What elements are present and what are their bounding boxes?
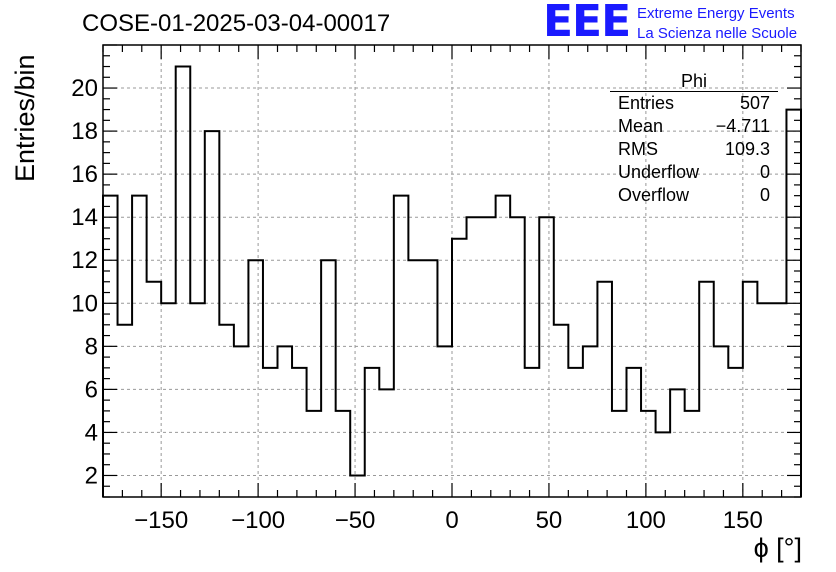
histogram-bin [568, 368, 583, 497]
stats-label: Entries [618, 93, 675, 113]
histogram-bin [714, 346, 729, 497]
stats-label: Mean [618, 116, 664, 136]
x-tick-label: 50 [536, 507, 563, 534]
histogram-bin [147, 282, 162, 497]
histogram-bin [190, 303, 205, 497]
y-tick-label: 16 [71, 161, 98, 188]
y-tick-label: 10 [71, 290, 98, 317]
y-tick-label: 4 [85, 419, 98, 446]
histogram-bin [307, 411, 322, 497]
histogram-bin [743, 282, 758, 497]
histogram-bin [496, 196, 511, 497]
histogram-bin [641, 411, 656, 497]
stats-row-rms: RMS 109.3 [610, 138, 778, 161]
histogram-bin [336, 411, 351, 497]
y-tick-label: 6 [85, 376, 98, 403]
stats-row-overflow: Overflow 0 [610, 184, 778, 207]
histogram-bin [132, 196, 147, 497]
stats-label: RMS [618, 139, 658, 159]
histogram-bin [248, 260, 263, 497]
histogram-bin [627, 368, 642, 497]
histogram-line [102, 65, 802, 497]
x-tick-label: −50 [335, 507, 376, 534]
histogram-bin [292, 368, 307, 497]
x-tick-label: −150 [134, 507, 188, 534]
histogram-bin [772, 303, 787, 497]
y-tick-label: 2 [85, 462, 98, 489]
histogram-bin [510, 217, 525, 497]
x-tick-label: 0 [445, 507, 458, 534]
histogram-bin [219, 325, 234, 497]
stats-value: 0 [759, 162, 770, 182]
chart-title: COSE-01-2025-03-04-00017 [82, 10, 391, 37]
stats-title: Phi [610, 72, 778, 92]
y-tick-label: 8 [85, 333, 98, 360]
histogram-bin [612, 411, 627, 497]
histogram-bin [699, 282, 714, 497]
histogram-bin [583, 346, 598, 497]
stats-value: 0 [759, 185, 770, 205]
stats-label: Overflow [618, 185, 690, 205]
y-tick-label: 14 [71, 204, 98, 231]
stats-box: Phi Entries 507 Mean −4.711 RMS 109.3 Under… [610, 72, 778, 207]
histogram-bin [467, 217, 482, 497]
histogram-bin [205, 131, 220, 497]
histogram-bin [408, 260, 423, 497]
histogram-bin [321, 260, 336, 497]
histogram-bin [234, 346, 249, 497]
logo-line-1: Extreme Energy Events [637, 5, 795, 22]
logo-line-2: La Scienza nelle Scuole [637, 25, 798, 42]
stats-row-mean: Mean −4.711 [610, 115, 778, 138]
x-tick-label: 100 [626, 507, 666, 534]
histogram-bin [728, 368, 743, 497]
stats-label: Underflow [618, 162, 700, 182]
histogram-bin [437, 346, 452, 497]
histogram-bin [176, 67, 191, 497]
histogram-bin [597, 282, 612, 497]
histogram-bin [757, 303, 772, 497]
stats-value: 507 [739, 93, 770, 113]
histogram-bin [525, 368, 540, 497]
histogram-bin [278, 346, 293, 497]
x-tick-label: 150 [723, 507, 763, 534]
histogram-bin [481, 217, 496, 497]
stats-row-entries: Entries 507 [610, 92, 778, 115]
x-axis-label: ϕ [°] [753, 533, 802, 563]
histogram-bin [423, 260, 438, 497]
histogram-bin [365, 368, 380, 497]
stats-value: −4.711 [715, 116, 770, 136]
histogram-bin [118, 325, 133, 497]
eee-logo: EEE [543, 0, 631, 47]
histogram-bin [539, 217, 554, 497]
y-axis-label: Entries/bin [10, 54, 40, 182]
histogram-bin [452, 239, 467, 497]
histogram-bin [554, 325, 569, 497]
histogram-bin [670, 389, 685, 497]
y-tick-label: 20 [71, 75, 98, 102]
histogram-bin [656, 432, 671, 497]
histogram-bin [394, 196, 409, 497]
histogram-bin [161, 303, 176, 497]
stats-value: 109.3 [724, 139, 770, 159]
histogram-bin [263, 368, 278, 497]
histogram-bin [685, 411, 700, 497]
y-tick-label: 18 [71, 118, 98, 145]
stats-row-underflow: Underflow 0 [610, 161, 778, 184]
y-tick-label: 12 [71, 247, 98, 274]
histogram-bin [379, 389, 394, 497]
histogram-bin [350, 475, 365, 497]
x-tick-label: −100 [231, 507, 285, 534]
